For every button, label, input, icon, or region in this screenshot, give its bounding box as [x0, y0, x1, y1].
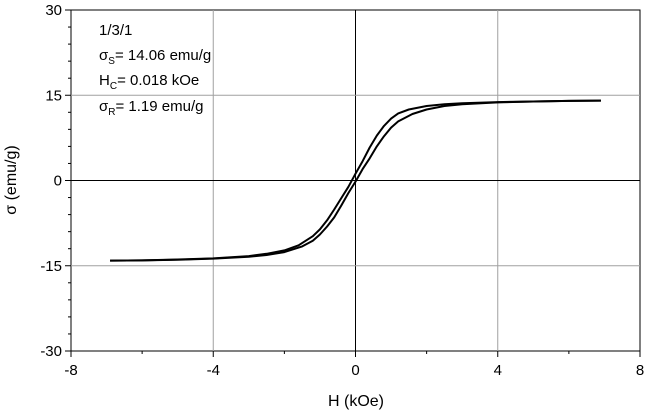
- series-line-descending: [110, 99, 601, 262]
- x-tick-label: -8: [64, 362, 77, 379]
- x-tick-label: 8: [636, 362, 644, 379]
- x-tick-label: -4: [207, 362, 220, 379]
- annotation-block: 1/3/1 σS= 14.06 emu/g HC= 0.018 kOe σR= …: [99, 22, 211, 118]
- axis-ticks: [65, 9, 641, 357]
- annotation-coercivity: HC= 0.018 kOe: [99, 72, 199, 92]
- series-layer: [110, 99, 601, 262]
- annotation-remanence: σR= 1.19 emu/g: [99, 98, 203, 118]
- tick-labels: -8 -4 0 4 8 -30 -15 0 15 30: [40, 2, 644, 379]
- y-axis-label: σ (emu/g): [3, 145, 20, 214]
- grid: [71, 10, 640, 351]
- annotation-sample: 1/3/1: [99, 22, 132, 39]
- y-tick-label: -30: [40, 343, 62, 360]
- x-tick-label: 0: [351, 362, 359, 379]
- y-tick-label: -15: [40, 258, 62, 275]
- annotation-saturation: σS= 14.06 emu/g: [99, 47, 211, 67]
- y-tick-label: 15: [45, 87, 62, 104]
- x-axis-label: H (kOe): [328, 393, 384, 410]
- y-tick-label: 30: [45, 2, 62, 19]
- y-tick-label: 0: [54, 173, 62, 190]
- x-tick-label: 4: [494, 362, 502, 379]
